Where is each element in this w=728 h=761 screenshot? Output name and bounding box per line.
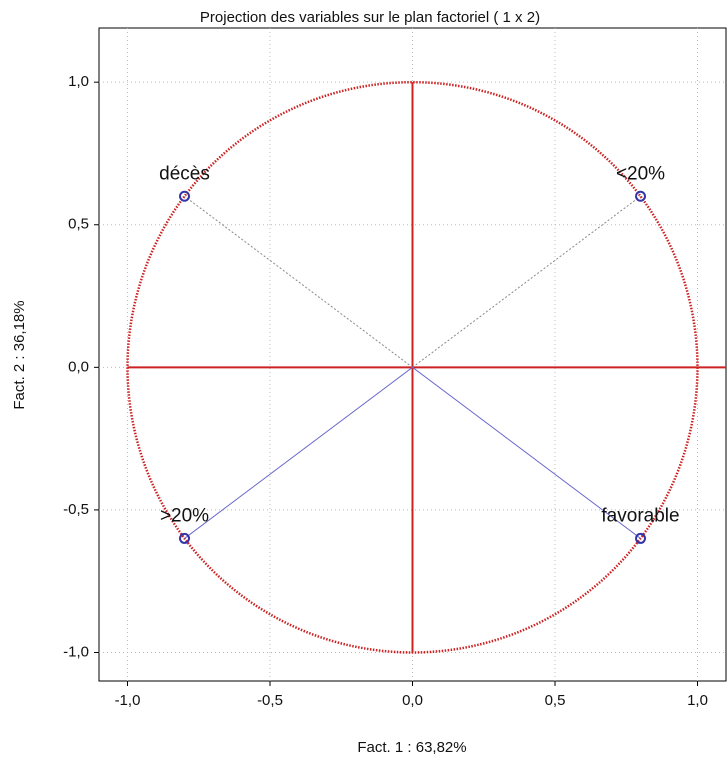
point-label: décès [159, 163, 210, 184]
x-tick-label: 0,5 [545, 692, 566, 709]
y-tick-label: 0,5 [68, 216, 89, 233]
ray [412, 366, 641, 539]
ray [412, 195, 641, 368]
x-tick-label: -1,0 [115, 692, 141, 709]
y-tick-label: 0,0 [68, 358, 89, 375]
chart-title: Projection des variables sur le plan fac… [200, 9, 540, 26]
y-axis-label: Fact. 2 : 36,18% [11, 300, 28, 409]
ray [184, 366, 413, 539]
x-tick-label: -0,5 [257, 692, 283, 709]
point [635, 190, 646, 202]
y-tick-label: 1,0 [68, 73, 89, 90]
ray [184, 195, 413, 368]
x-tick-label: 1,0 [687, 692, 708, 709]
x-axis-label: Fact. 1 : 63,82% [357, 739, 466, 756]
point [179, 532, 190, 544]
point-label: <20% [616, 163, 665, 184]
point [635, 532, 646, 544]
point-label: favorable [601, 505, 679, 526]
y-tick-label: -0,5 [63, 501, 89, 518]
y-tick-label: -1,0 [63, 643, 89, 660]
point-label: >20% [160, 505, 209, 526]
x-tick-label: 0,0 [402, 692, 423, 709]
point [179, 190, 190, 202]
